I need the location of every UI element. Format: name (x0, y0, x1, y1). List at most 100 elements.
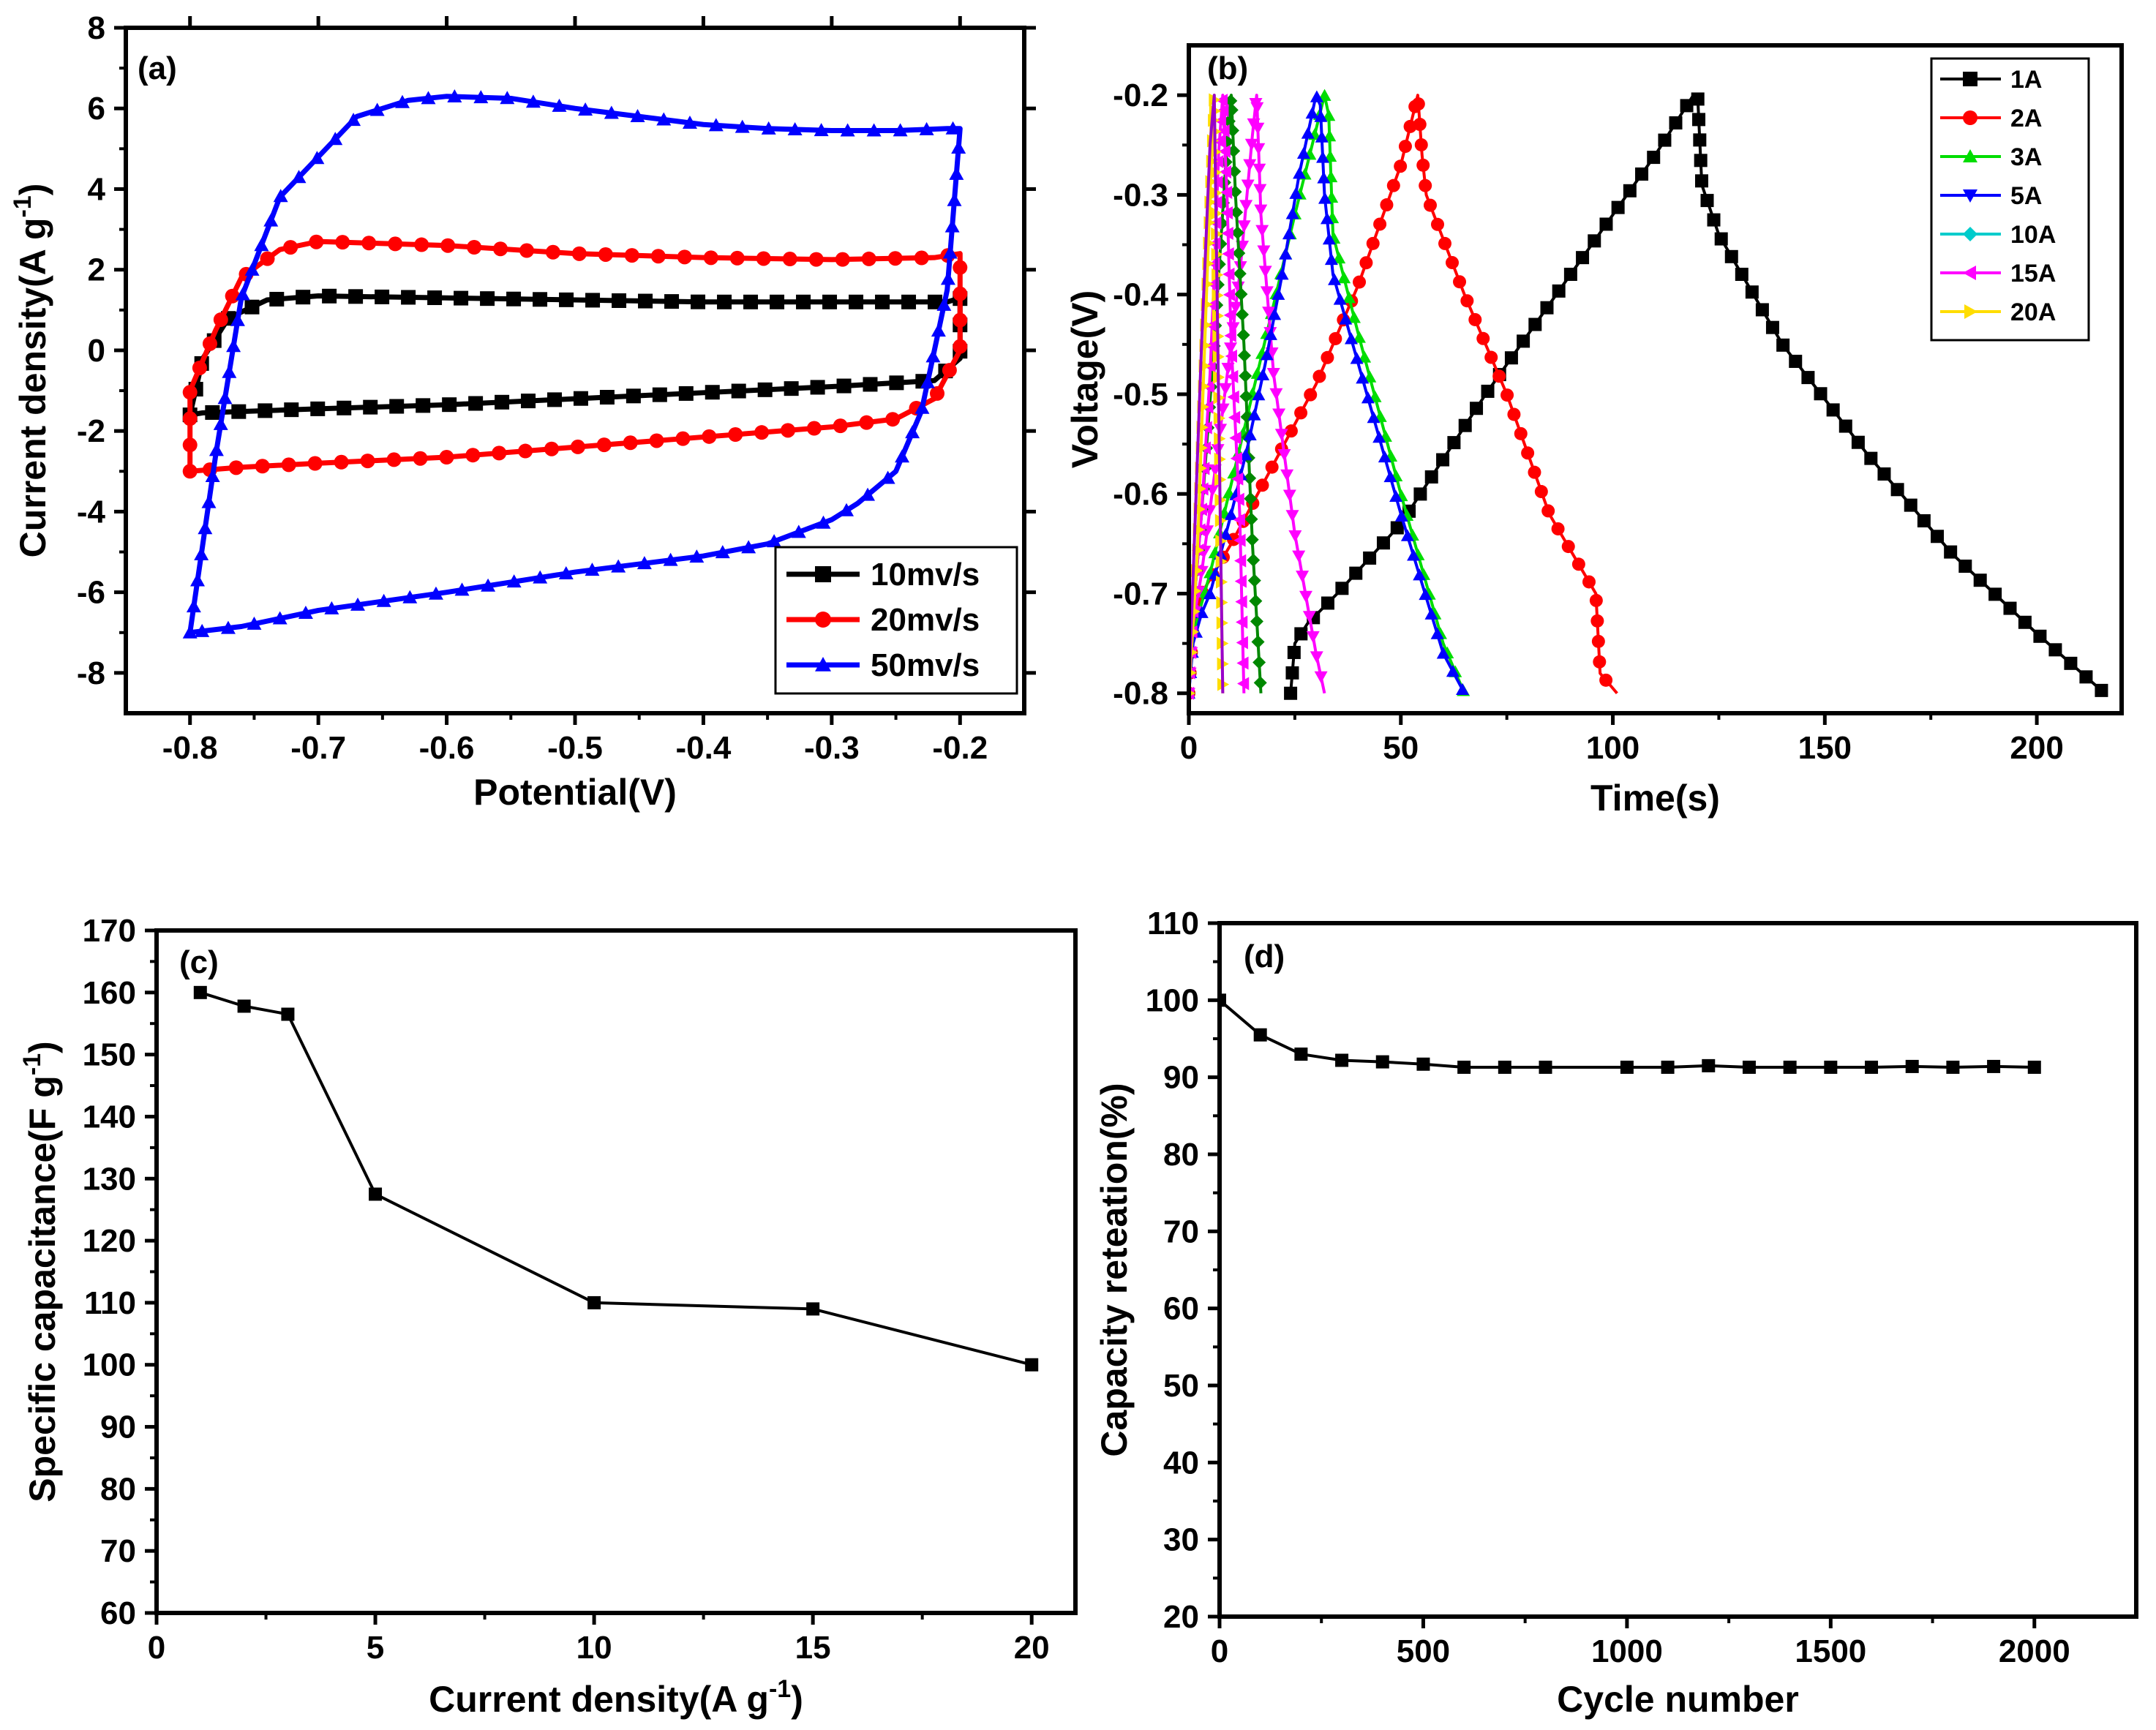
y-tick-label: 2 (88, 252, 105, 288)
data-point-1-12 (1265, 460, 1279, 474)
data-point-0-37 (889, 375, 904, 391)
data-point-0-9 (348, 289, 364, 304)
data-point-2-60 (839, 503, 854, 516)
data-point-0-10 (375, 289, 390, 304)
data-point-4-36 (1231, 226, 1244, 240)
data-point-1-20 (545, 244, 560, 260)
legend-marker-2 (815, 657, 831, 672)
x-axis-title-main: Time(s) (1590, 778, 1720, 819)
data-point-5-14 (1247, 408, 1261, 421)
data-point-0-40 (1694, 174, 1708, 188)
data-point-1-22 (1353, 275, 1367, 289)
data-point-0-19 (612, 293, 627, 308)
data-point-2-40 (840, 123, 855, 137)
data-point-0-53 (468, 396, 484, 411)
data-point-6-36 (1221, 226, 1233, 240)
data-point-5-29 (1305, 106, 1319, 119)
data-point-0-57 (363, 399, 378, 415)
data-point-0-11 (1702, 1058, 1716, 1072)
data-point-0-17 (1470, 402, 1484, 415)
data-point-0-6 (1335, 582, 1349, 595)
data-point-2-61 (816, 515, 831, 529)
data-point-5-9 (1224, 508, 1238, 520)
data-point-0-1 (237, 999, 251, 1013)
y-tick-label: 40 (1163, 1445, 1199, 1481)
data-point-1-66 (281, 457, 296, 473)
x-axis-title: Current density(A g-1) (429, 1675, 803, 1720)
data-point-2-39 (814, 123, 829, 137)
data-point-1-19 (1329, 331, 1342, 345)
data-point-2-38 (1332, 251, 1346, 264)
data-point-0-30 (901, 294, 917, 309)
series-group (193, 985, 1039, 1372)
data-point-2-70 (585, 563, 600, 576)
data-point-1-2 (182, 411, 198, 426)
data-point-0-31 (928, 294, 943, 309)
series-group (1189, 89, 2108, 700)
panel-label: (c) (179, 944, 219, 980)
data-point-0-39 (1694, 154, 1708, 168)
data-point-1-67 (255, 459, 270, 474)
data-point-0-52 (1814, 387, 1828, 401)
legend-marker-0 (815, 566, 831, 582)
data-point-0-36 (1691, 92, 1705, 106)
data-point-0-14 (1436, 453, 1450, 467)
data-point-5-60 (1456, 682, 1470, 695)
data-point-0-41 (784, 381, 799, 396)
data-point-3-45 (1272, 408, 1286, 421)
data-point-5-12 (1239, 448, 1252, 461)
data-point-2-41 (866, 123, 882, 137)
data-point-2-0 (182, 625, 198, 639)
data-point-4-41 (1236, 328, 1250, 342)
data-point-0-12 (1413, 487, 1427, 501)
data-point-2-31 (1322, 109, 1336, 121)
data-point-1-25 (677, 249, 692, 265)
x-tick-label: -0.2 (932, 730, 988, 766)
y-tick-label: 6 (88, 91, 105, 127)
y-tick-label: 130 (83, 1161, 136, 1197)
legend-marker-4 (1963, 227, 1977, 241)
data-point-0-15 (1447, 436, 1461, 450)
data-point-0-47 (1755, 303, 1769, 317)
data-point-2-44 (945, 121, 961, 135)
data-point-0-6 (1457, 1060, 1471, 1074)
y-tick-label: 120 (83, 1223, 136, 1259)
data-point-5-27 (1296, 146, 1310, 159)
data-point-0-19 (2027, 1060, 2041, 1074)
data-point-1-61 (1593, 655, 1607, 669)
data-point-0-2 (281, 1007, 295, 1021)
data-point-1-19 (519, 243, 534, 258)
data-point-5-57 (1430, 627, 1444, 639)
data-point-1-52 (649, 433, 664, 448)
data-point-1-49 (1514, 426, 1528, 440)
data-point-2-84 (220, 620, 236, 634)
data-point-1-46 (1492, 369, 1506, 383)
data-point-2-11 (226, 339, 241, 353)
data-point-5-25 (1289, 187, 1303, 199)
data-point-1-63 (360, 454, 375, 469)
x-tick-label: -0.8 (162, 730, 218, 766)
data-point-1-68 (228, 460, 244, 475)
data-point-3-25 (1241, 179, 1255, 192)
data-point-6-26 (1212, 154, 1224, 168)
data-point-4-42 (1237, 348, 1251, 362)
data-point-1-21 (571, 246, 587, 261)
data-point-1-39 (953, 339, 968, 354)
data-point-2-18 (291, 170, 307, 184)
data-point-3-30 (1250, 102, 1264, 114)
data-point-0-41 (1700, 194, 1714, 208)
data-point-1-53 (1541, 504, 1555, 518)
data-point-0-62 (1944, 545, 1958, 559)
data-point-2-72 (533, 570, 548, 584)
data-point-0-59 (1904, 498, 1918, 512)
data-point-3-12 (1211, 444, 1225, 456)
y-tick-label: 100 (1146, 982, 1199, 1018)
data-point-2-79 (350, 597, 365, 611)
data-point-1-59 (465, 448, 481, 463)
data-point-3-24 (1239, 200, 1253, 212)
data-point-5-38 (1324, 252, 1338, 266)
data-point-0-51 (521, 394, 536, 409)
data-point-2-76 (428, 586, 443, 600)
x-tick-label: 10 (576, 1630, 612, 1666)
data-point-3-10 (1206, 484, 1220, 497)
